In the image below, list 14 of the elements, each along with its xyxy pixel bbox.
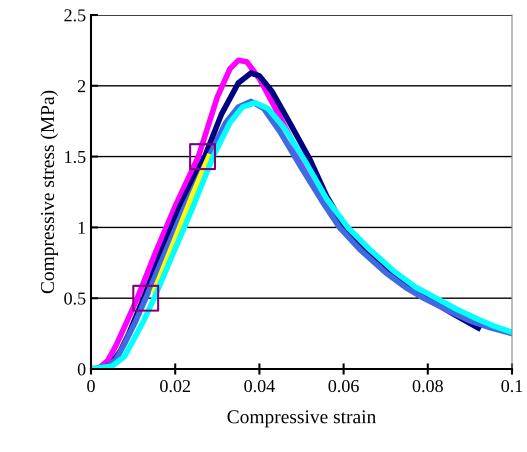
x-axis-title: Compressive strain xyxy=(228,410,376,428)
x-tick-label: 0 xyxy=(87,380,95,392)
y-tick-label: 1 xyxy=(78,222,86,234)
x-tick-label: 0.04 xyxy=(244,380,275,392)
y-tick-label: 0.5 xyxy=(64,292,86,305)
x-tick-label: 0.02 xyxy=(160,380,190,392)
y-tick-label: 0 xyxy=(78,363,86,376)
y-tick-label: 2 xyxy=(78,80,86,92)
y-tick-label: 2.5 xyxy=(64,9,86,22)
x-tick-label: 0.06 xyxy=(328,380,359,392)
y-tick-label: 1.5 xyxy=(65,150,86,164)
x-tick-label: 0.08 xyxy=(412,380,443,392)
y-axis-title: Compressive stress (MPa) xyxy=(40,90,58,294)
x-tick-label: 0.1 xyxy=(501,380,522,392)
